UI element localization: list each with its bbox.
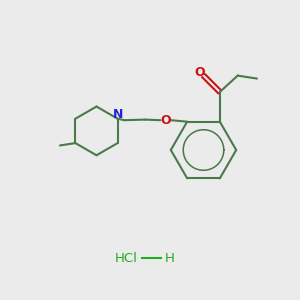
Text: H: H [164, 252, 174, 265]
Text: O: O [160, 114, 171, 127]
Text: HCl: HCl [115, 252, 138, 265]
Text: O: O [194, 65, 205, 79]
Text: N: N [112, 108, 123, 121]
